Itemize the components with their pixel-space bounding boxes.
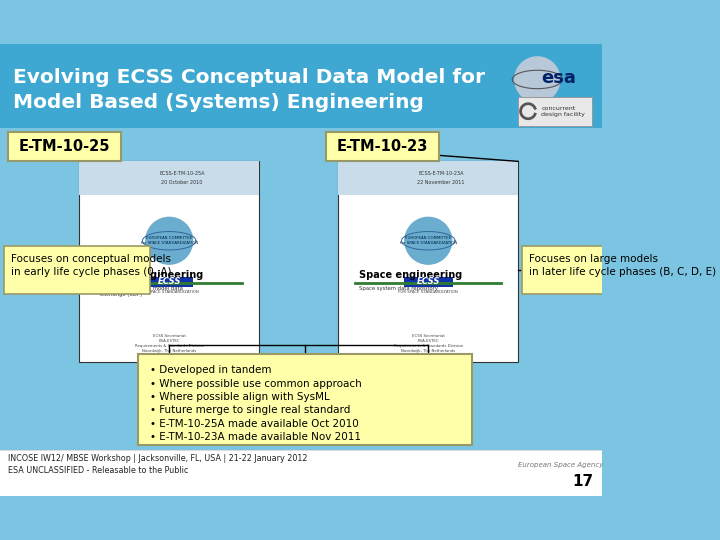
Text: • Where possible align with SysML: • Where possible align with SysML	[150, 392, 329, 402]
Bar	[4, 246, 150, 294]
Text: 22 November 2011: 22 November 2011	[417, 180, 464, 185]
Text: INCOSE IW12/ MBSE Workshop | Jacksonville, FL, USA | 21-22 January 2012: INCOSE IW12/ MBSE Workshop | Jacksonvill…	[9, 454, 308, 463]
Text: 17: 17	[572, 474, 593, 489]
Bar	[79, 161, 259, 195]
Bar	[9, 132, 121, 161]
Bar	[145, 276, 194, 287]
Text: ECSS Secretariat
ESA-ESTEC
Requirements & Standards Division
Noordwijk, The Neth: ECSS Secretariat ESA-ESTEC Requirements …	[394, 334, 463, 353]
Text: European Space Agency: European Space Agency	[518, 462, 603, 468]
Text: E-TM-10-25: E-TM-10-25	[19, 139, 110, 154]
Text: ESA UNCLASSIFIED - Releasable to the Public: ESA UNCLASSIFIED - Releasable to the Pub…	[9, 465, 189, 475]
Text: ECSS: ECSS	[158, 277, 181, 286]
Text: Space engineering: Space engineering	[359, 270, 462, 280]
Text: ECSS-E-TM-10-23A: ECSS-E-TM-10-23A	[418, 171, 464, 177]
Text: in later life cycle phases (B, C, D, E): in later life cycle phases (B, C, D, E)	[529, 267, 716, 278]
Bar	[79, 161, 259, 362]
Bar	[338, 161, 518, 195]
Text: • Developed in tandem: • Developed in tandem	[150, 365, 271, 375]
Text: ECSS-E-TM-10-25A: ECSS-E-TM-10-25A	[159, 171, 204, 177]
Text: E-TM-10-23: E-TM-10-23	[337, 139, 428, 154]
Text: ECSS Secretariat
ESA-ESTEC
Requirements & Standards Division
Noordwijk, The Neth: ECSS Secretariat ESA-ESTEC Requirements …	[135, 334, 204, 353]
Text: EUROPEAN COMMITTEE
for SPACE STANDARDIZATION: EUROPEAN COMMITTEE for SPACE STANDARDIZA…	[400, 237, 457, 245]
Bar	[518, 97, 592, 126]
Bar	[0, 450, 602, 496]
Bar	[338, 161, 518, 362]
Text: Evolving ECSS Conceptual Data Model for: Evolving ECSS Conceptual Data Model for	[12, 68, 485, 87]
Circle shape	[515, 57, 560, 102]
Text: • Future merge to single real standard: • Future merge to single real standard	[150, 406, 350, 415]
Bar	[0, 44, 602, 128]
Text: Focuses on conceptual models: Focuses on conceptual models	[11, 254, 171, 264]
Circle shape	[146, 218, 193, 264]
Text: Engineering design model data
exchange (CDF): Engineering design model data exchange (…	[100, 286, 183, 298]
Text: • E-TM-10-23A made available Nov 2011: • E-TM-10-23A made available Nov 2011	[150, 432, 361, 442]
Bar	[138, 354, 472, 445]
Text: Focuses on large models: Focuses on large models	[529, 254, 658, 264]
Circle shape	[405, 218, 451, 264]
Text: in early life cycle phases (0, A): in early life cycle phases (0, A)	[11, 267, 171, 278]
Text: Model Based (Systems) Engineering: Model Based (Systems) Engineering	[12, 93, 423, 112]
Text: 20 October 2010: 20 October 2010	[161, 180, 202, 185]
Text: Space system data repository: Space system data repository	[359, 286, 438, 291]
Text: EUROPEAN COMMITTEE
for SPACE STANDARDIZATION: EUROPEAN COMMITTEE for SPACE STANDARDIZA…	[140, 237, 198, 245]
Text: FOR SPACE STANDARDIZATION: FOR SPACE STANDARDIZATION	[140, 290, 199, 294]
Bar	[326, 132, 438, 161]
Text: esa: esa	[541, 69, 577, 87]
Text: concurrent
design facility: concurrent design facility	[541, 106, 585, 117]
Bar	[404, 276, 452, 287]
Text: • Where possible use common approach: • Where possible use common approach	[150, 379, 361, 389]
Text: ECSS: ECSS	[417, 277, 440, 286]
Text: FOR SPACE STANDARDIZATION: FOR SPACE STANDARDIZATION	[398, 290, 458, 294]
Text: Space engineering: Space engineering	[100, 270, 204, 280]
Text: • E-TM-10-25A made available Oct 2010: • E-TM-10-25A made available Oct 2010	[150, 418, 359, 429]
Bar	[522, 246, 693, 294]
